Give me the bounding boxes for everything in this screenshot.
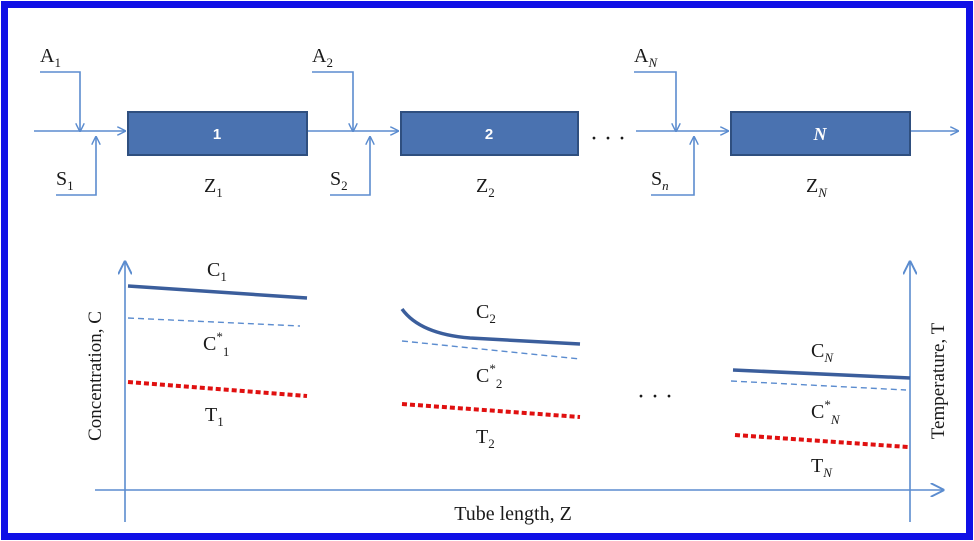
- feed-s-arrow-n: [651, 137, 694, 196]
- tn-curve: [734, 433, 909, 449]
- reactor-box-n: [730, 111, 911, 156]
- cn-curve: [732, 368, 911, 380]
- t1-curve: [127, 380, 308, 398]
- label-tn: TN: [811, 455, 833, 480]
- label-c2: C2: [476, 301, 496, 326]
- profile-axes: [95, 262, 943, 522]
- feed-s-label-2: S2: [330, 168, 348, 193]
- label-cn: CN: [811, 340, 834, 365]
- c1-curve: [127, 284, 308, 300]
- ellipsis-bottom: · · ·: [637, 384, 673, 410]
- feed-s-label-1: S1: [56, 168, 74, 193]
- ellipsis-top: · · ·: [590, 126, 626, 152]
- feed-a-arrow-n: [634, 71, 676, 131]
- zone-label-2: Z2: [476, 175, 495, 200]
- label-c2-star: C*2: [476, 361, 502, 391]
- feed-s-arrow-1: [56, 137, 96, 196]
- label-c1: C1: [207, 259, 227, 284]
- zone-label-1: Z1: [204, 175, 223, 200]
- feed-s-arrow-2: [330, 137, 370, 196]
- t2-curve: [401, 402, 581, 419]
- label-cn-star: C*N: [811, 397, 841, 427]
- right-axis-label: Temperature, T: [928, 322, 949, 439]
- bottom-axis-label: Tube length, Z: [454, 503, 572, 525]
- feed-s-label-n: Sn: [651, 168, 669, 193]
- c2-curve: [400, 307, 581, 346]
- reactor-number-n: N: [813, 124, 828, 144]
- reactor-box-2: [400, 111, 579, 156]
- reactor-box-1: [127, 111, 308, 156]
- feed-a-label-1: A1: [40, 45, 61, 70]
- feed-a-arrow-2: [312, 71, 353, 131]
- label-c1-star: C*1: [203, 329, 229, 359]
- left-axis-label: Concentration, C: [85, 311, 106, 441]
- c1-star-curve: [127, 317, 301, 327]
- zone-label-n: ZN: [806, 175, 828, 200]
- feed-a-arrow-1: [40, 71, 80, 131]
- reactor-train: [34, 71, 958, 196]
- feed-a-label-n: AN: [634, 45, 658, 70]
- reactor-number-2: 2: [485, 126, 493, 143]
- label-t1: T1: [205, 404, 224, 429]
- reactor-number-1: 1: [213, 126, 221, 143]
- feed-a-label-2: A2: [312, 45, 333, 70]
- label-t2: T2: [476, 426, 495, 451]
- cn-star-curve: [730, 380, 907, 391]
